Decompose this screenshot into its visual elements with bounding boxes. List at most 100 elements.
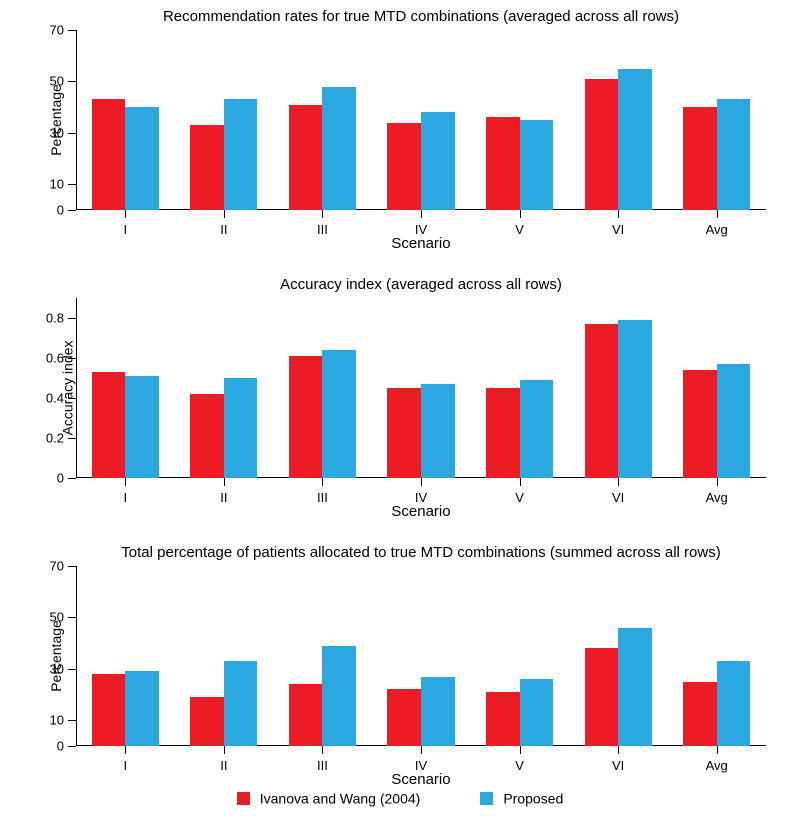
x-tick-label: VI [612, 222, 624, 237]
y-tick [68, 81, 76, 82]
y-tick-label: 30 [50, 125, 64, 140]
x-tick [224, 210, 225, 218]
x-axis-label: Scenario [76, 771, 766, 788]
y-tick [68, 669, 76, 670]
x-tick-label: Avg [706, 758, 728, 773]
bar [486, 388, 520, 478]
bar [683, 370, 717, 478]
bar [387, 689, 421, 746]
x-tick [421, 478, 422, 486]
y-tick [68, 438, 76, 439]
x-tick [125, 478, 126, 486]
bar [421, 384, 455, 478]
y-tick-label: 70 [50, 559, 64, 574]
bar [322, 87, 356, 210]
bar [190, 394, 224, 478]
bar [486, 692, 520, 746]
y-tick [68, 133, 76, 134]
y-tick [68, 720, 76, 721]
x-tick-label: Avg [706, 222, 728, 237]
y-tick [68, 566, 76, 567]
x-tick [224, 746, 225, 754]
bar [520, 120, 554, 210]
x-tick-label: Avg [706, 490, 728, 505]
x-axis-label: Scenario [76, 503, 766, 520]
y-tick [68, 184, 76, 185]
bar [92, 99, 126, 210]
y-tick-label: 0 [57, 471, 64, 486]
x-tick-label: I [123, 758, 127, 773]
x-tick-label: IV [415, 222, 427, 237]
chart-panel: Recommendation rates for true MTD combin… [76, 30, 766, 210]
bar [585, 648, 619, 746]
bar [224, 378, 258, 478]
bar [486, 117, 520, 210]
bar [618, 69, 652, 210]
bar [289, 105, 323, 210]
x-tick-label: VI [612, 490, 624, 505]
x-tick [224, 478, 225, 486]
x-tick-label: V [515, 222, 524, 237]
x-tick [125, 210, 126, 218]
bar [717, 661, 751, 746]
chart-panel: Accuracy index (averaged across all rows… [76, 298, 766, 478]
legend: Ivanova and Wang (2004) Proposed [0, 789, 800, 806]
bar [683, 682, 717, 746]
y-tick-label: 10 [50, 713, 64, 728]
y-axis-label: Percentage [48, 620, 64, 692]
bar [125, 671, 159, 746]
x-tick-label: II [220, 490, 227, 505]
x-tick [421, 210, 422, 218]
legend-label: Ivanova and Wang (2004) [260, 790, 421, 806]
panel-title: Recommendation rates for true MTD combin… [76, 8, 766, 25]
x-tick [322, 478, 323, 486]
x-tick [717, 210, 718, 218]
x-tick [520, 746, 521, 754]
bar [125, 107, 159, 210]
bar [717, 99, 751, 210]
x-tick-label: IV [415, 758, 427, 773]
x-tick [618, 746, 619, 754]
y-tick-label: 0.4 [46, 391, 64, 406]
bar [683, 107, 717, 210]
x-tick-label: III [317, 490, 328, 505]
bar [520, 679, 554, 746]
x-tick [322, 746, 323, 754]
y-tick-label: 50 [50, 610, 64, 625]
bar [717, 364, 751, 478]
x-tick [717, 478, 718, 486]
legend-swatch [237, 792, 250, 805]
x-tick-label: V [515, 758, 524, 773]
bar [190, 125, 224, 210]
x-tick-label: II [220, 758, 227, 773]
x-tick [520, 210, 521, 218]
x-tick-label: I [123, 222, 127, 237]
y-tick-label: 0.2 [46, 431, 64, 446]
bar [322, 646, 356, 746]
x-tick-label: II [220, 222, 227, 237]
legend-item: Proposed [480, 789, 563, 806]
panel-title: Accuracy index (averaged across all rows… [76, 276, 766, 293]
x-tick [520, 478, 521, 486]
bar [618, 320, 652, 478]
y-tick [68, 210, 76, 211]
x-tick-label: V [515, 490, 524, 505]
bar [92, 372, 126, 478]
y-tick [68, 398, 76, 399]
y-tick-label: 70 [50, 23, 64, 38]
x-tick [618, 478, 619, 486]
chart-panel: Total percentage of patients allocated t… [76, 566, 766, 746]
x-tick-label: III [317, 222, 328, 237]
bar [289, 684, 323, 746]
bar [421, 677, 455, 746]
y-tick [68, 478, 76, 479]
x-tick [618, 210, 619, 218]
legend-label: Proposed [503, 790, 563, 806]
bar [322, 350, 356, 478]
x-tick [717, 746, 718, 754]
y-tick-label: 0.6 [46, 351, 64, 366]
panel-title: Total percentage of patients allocated t… [76, 544, 766, 561]
bar [190, 697, 224, 746]
bar [92, 674, 126, 746]
bar [585, 79, 619, 210]
